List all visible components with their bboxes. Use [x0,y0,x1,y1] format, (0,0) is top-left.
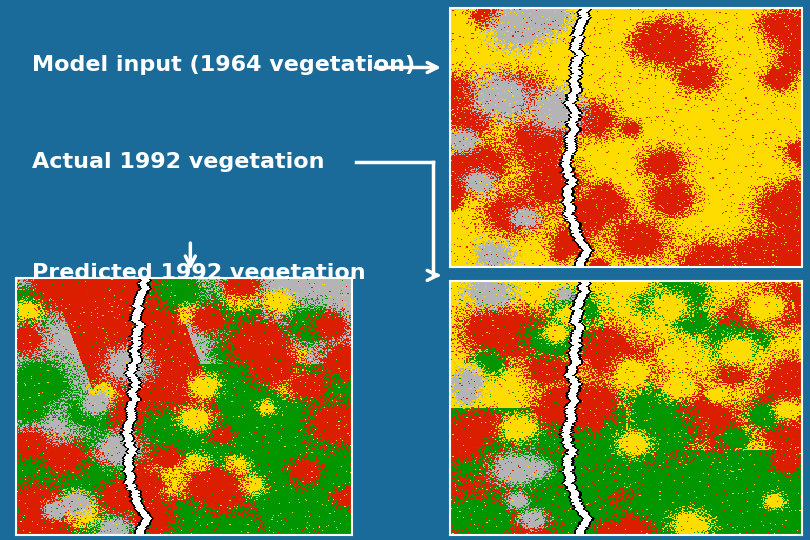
Text: Actual 1992 vegetation: Actual 1992 vegetation [32,152,325,172]
Text: Predicted 1992 vegetation
(Linear model): Predicted 1992 vegetation (Linear model) [32,263,366,309]
Text: Model input (1964 vegetation): Model input (1964 vegetation) [32,55,416,75]
